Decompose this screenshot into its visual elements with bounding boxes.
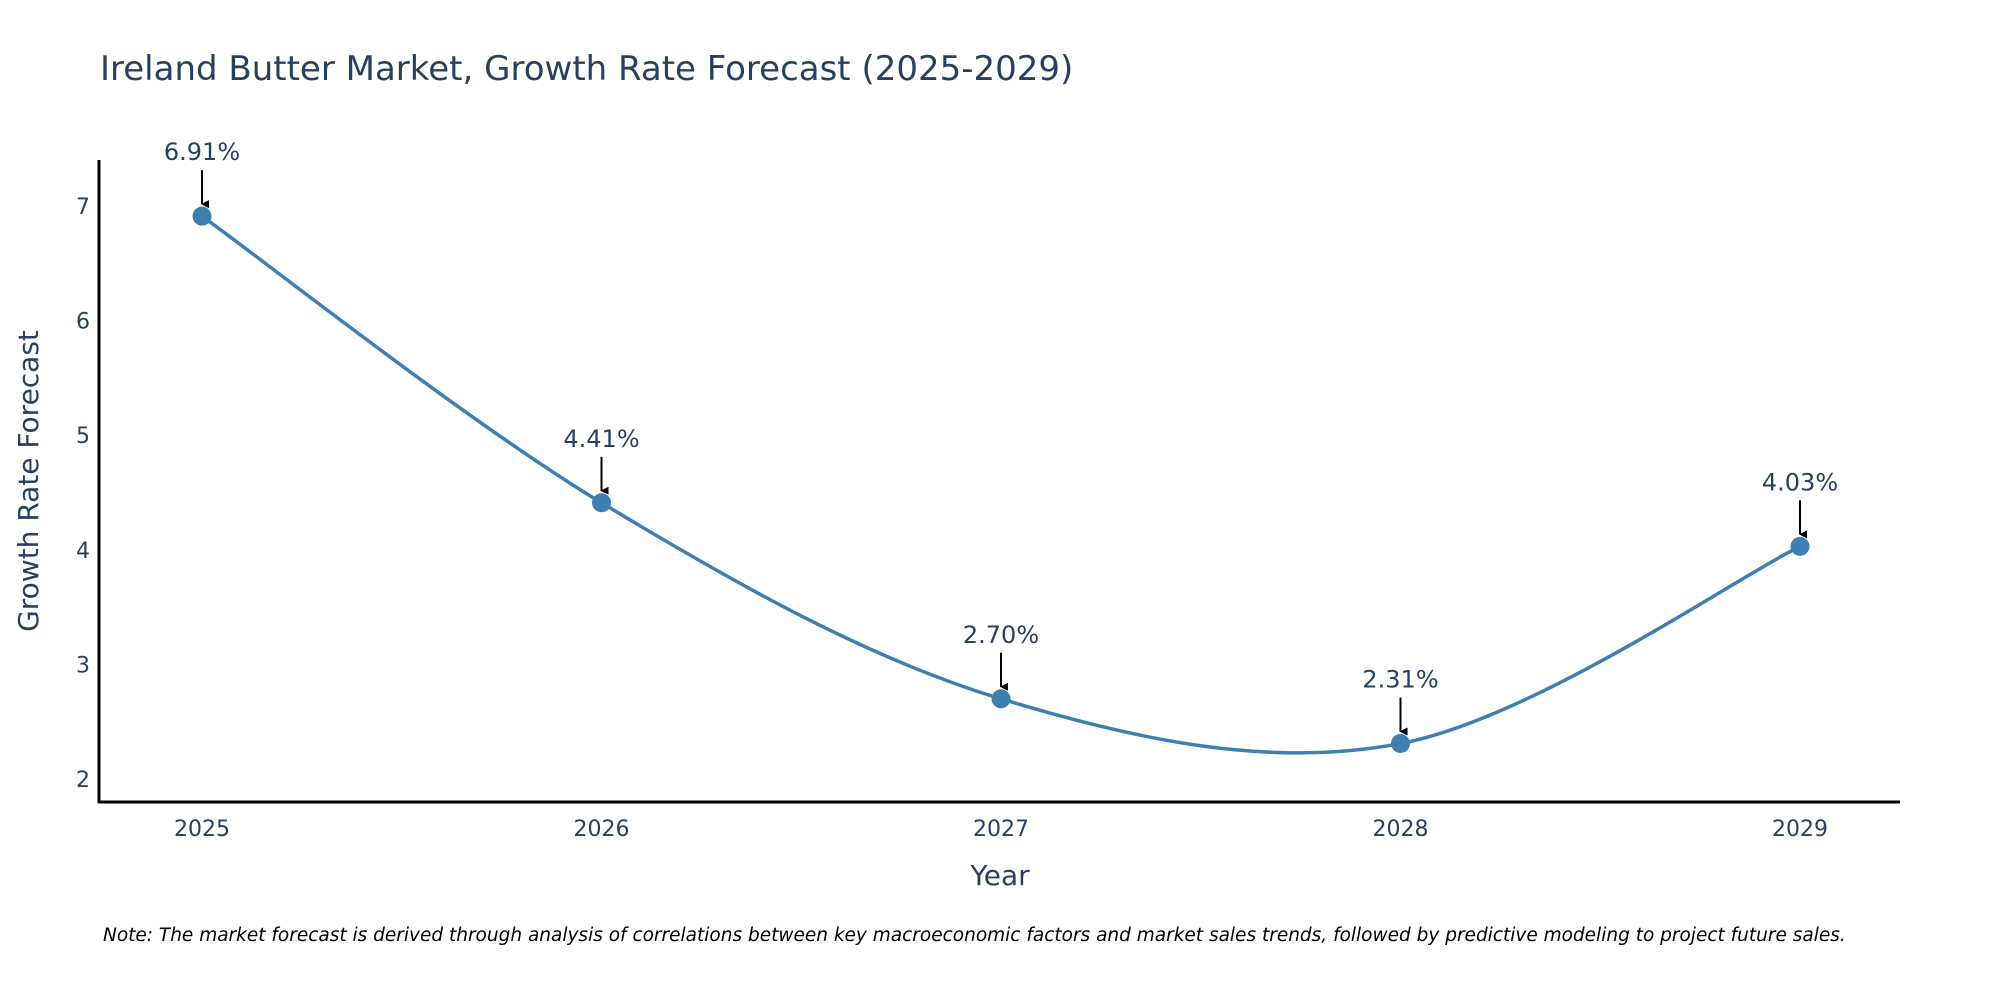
data-point — [991, 689, 1011, 709]
x-tick-label: 2025 — [174, 817, 230, 842]
x-axis-title: Year — [969, 859, 1030, 892]
x-tick-label: 2029 — [1772, 817, 1828, 842]
data-label: 2.70% — [963, 621, 1039, 649]
data-point — [1391, 734, 1410, 754]
y-tick-label: 3 — [76, 653, 90, 678]
data-point — [592, 493, 611, 513]
data-point — [1790, 536, 1810, 556]
y-tick-labels: 2 3 4 5 6 7 — [76, 195, 90, 793]
y-tick-label: 4 — [76, 539, 90, 564]
data-label: 2.31% — [1362, 666, 1438, 694]
data-annotations: 6.91% 4.41% 2.70% 2.31% 4.03% — [164, 138, 1838, 736]
data-point — [192, 206, 212, 226]
footnote: Note: The market forecast is derived thr… — [103, 925, 1846, 946]
data-label: 4.03% — [1762, 468, 1838, 496]
data-markers — [192, 206, 1810, 754]
y-tick-label: 5 — [76, 424, 90, 449]
y-tick-label: 6 — [76, 310, 90, 335]
y-tick-label: 7 — [76, 195, 90, 220]
y-tick-label: 2 — [76, 768, 90, 793]
y-axis-title: Growth Rate Forecast — [12, 330, 45, 632]
x-tick-label: 2028 — [1373, 817, 1429, 842]
x-tick-label: 2027 — [973, 817, 1029, 842]
x-tick-labels: 2025 2026 2027 2028 2029 — [174, 817, 1828, 842]
data-label: 6.91% — [164, 138, 240, 166]
data-label: 4.41% — [563, 425, 639, 453]
x-tick-label: 2026 — [574, 817, 630, 842]
chart-title: Ireland Butter Market, Growth Rate Forec… — [100, 49, 1073, 89]
